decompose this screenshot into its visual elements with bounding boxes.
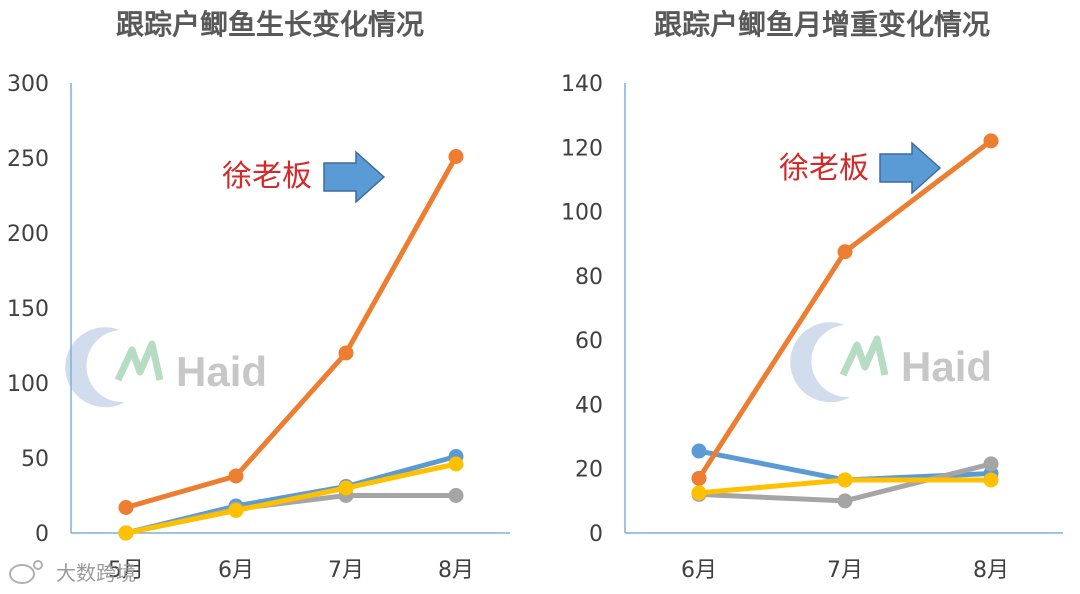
data-point bbox=[837, 244, 853, 260]
y-tick-label: 250 bbox=[7, 147, 49, 172]
x-tick-label: 6月 bbox=[218, 558, 254, 583]
data-point bbox=[837, 493, 853, 509]
weibo-icon bbox=[9, 560, 43, 584]
series-line bbox=[123, 154, 459, 510]
y-tick-label: 140 bbox=[561, 72, 603, 97]
x-tick-label: 5月 bbox=[108, 558, 144, 583]
series-line bbox=[696, 138, 994, 481]
annotation-label: 徐老板 bbox=[222, 159, 312, 194]
y-tick-label: 100 bbox=[561, 201, 603, 226]
data-point bbox=[228, 503, 244, 518]
chart-title: 跟踪户鲫鱼月增重变化情况 bbox=[654, 8, 990, 41]
y-tick-label: 0 bbox=[589, 522, 603, 547]
series-line bbox=[123, 461, 459, 536]
crescent-shape bbox=[65, 327, 125, 408]
watermark-brand: Haid bbox=[901, 343, 992, 390]
y-tick-label: 150 bbox=[7, 297, 49, 322]
x-tick-label: 6月 bbox=[681, 558, 717, 583]
data-point bbox=[228, 468, 244, 484]
data-point bbox=[448, 488, 464, 503]
footer-watermark: 大数跨境 bbox=[9, 560, 136, 585]
haid-logo-icon: Haid bbox=[65, 327, 267, 408]
annotation-label: 徐老板 bbox=[779, 151, 869, 186]
y-tick-label: 120 bbox=[561, 136, 603, 161]
y-tick-label: 40 bbox=[575, 393, 603, 418]
series-4 bbox=[118, 456, 464, 541]
data-point bbox=[338, 345, 354, 361]
leaf-stroke bbox=[839, 335, 889, 377]
data-point bbox=[448, 149, 464, 164]
series-2 bbox=[118, 149, 464, 515]
watermark-brand: Haid bbox=[176, 348, 267, 395]
growth-chart: 跟踪户鲫鱼生长变化情况 Haid 0 50 100 150 200 250 300 5月 6月 7月… bbox=[7, 8, 510, 583]
data-point bbox=[118, 500, 134, 515]
x-tick-label: 7月 bbox=[328, 558, 364, 583]
y-tick-label: 20 bbox=[575, 458, 603, 483]
data-point bbox=[338, 480, 354, 496]
y-tick-label: 50 bbox=[21, 447, 49, 472]
y-tick-label: 60 bbox=[575, 329, 603, 354]
series-2 bbox=[691, 133, 999, 486]
right-arrow-icon bbox=[323, 150, 386, 204]
y-tick-label: 0 bbox=[35, 522, 49, 547]
y-tick-label: 300 bbox=[7, 72, 49, 97]
footer-text: 大数跨境 bbox=[56, 561, 136, 585]
data-point bbox=[448, 456, 464, 472]
data-point bbox=[691, 443, 707, 459]
data-point bbox=[983, 133, 999, 149]
y-tick-label: 80 bbox=[575, 265, 603, 290]
y-tick-label: 100 bbox=[7, 372, 49, 397]
chart-title: 跟踪户鲫鱼生长变化情况 bbox=[116, 8, 424, 41]
data-point bbox=[837, 472, 853, 488]
x-tick-label: 7月 bbox=[827, 558, 863, 583]
x-tick-label: 8月 bbox=[973, 558, 1009, 583]
data-point bbox=[691, 485, 707, 501]
data-point bbox=[983, 472, 999, 488]
series-4 bbox=[691, 472, 999, 501]
y-tick-label: 200 bbox=[7, 222, 49, 247]
data-point bbox=[118, 525, 134, 541]
x-tick-label: 8月 bbox=[438, 558, 474, 583]
data-point bbox=[691, 470, 707, 486]
haid-logo-icon: Haid bbox=[790, 322, 992, 403]
crescent-shape bbox=[790, 322, 850, 403]
monthly-gain-chart: 跟踪户鲫鱼月增重变化情况 Haid 0 20 40 60 80 100 120 140 6月 7月 8… bbox=[561, 8, 1063, 583]
leaf-stroke bbox=[114, 340, 164, 382]
data-point bbox=[983, 456, 999, 472]
right-arrow-icon bbox=[879, 141, 942, 195]
